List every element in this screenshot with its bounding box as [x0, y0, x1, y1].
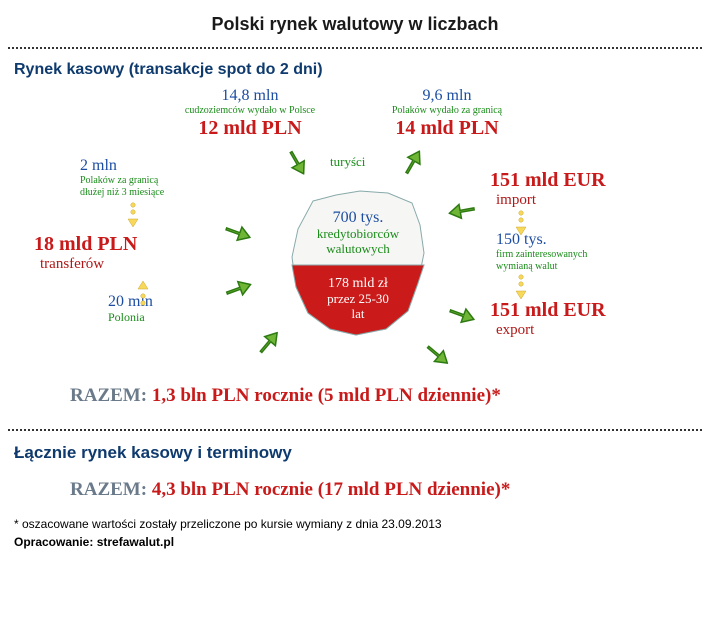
- arrow-out-r2: [445, 299, 479, 329]
- transfers-block: 18 mld PLN transferów: [34, 233, 200, 273]
- divider-top: [8, 47, 702, 49]
- foreigners-sub: cudzoziemców wydało w Polsce: [160, 105, 340, 117]
- center-debt: 178 mld zł przez 25-30 lat: [302, 276, 414, 322]
- emigrants-stat: 2 mln: [80, 157, 210, 175]
- import-block: 151 mld EUR import: [490, 169, 670, 209]
- emigrants-sub1: Polaków za granicą: [80, 175, 210, 187]
- polonia-sub: Polonia: [108, 311, 208, 325]
- emigrants-block: 2 mln Polaków za granicą dłużej niż 3 mi…: [80, 157, 210, 198]
- polonia-stat: 20 mln: [108, 293, 208, 311]
- spot-diagram: 700 tys. kredytobiorców walutowych 178 m…: [0, 81, 710, 417]
- arrow-in-l2: [221, 273, 255, 303]
- import-amt: 151 mld EUR: [490, 169, 670, 192]
- foreigners-amt: 12 mld PLN: [160, 117, 340, 140]
- page-title: Polski rynek walutowy w liczbach: [0, 0, 710, 35]
- debt-l2: lat: [302, 307, 414, 322]
- dotarrow-right-1: [516, 209, 528, 239]
- debt-l1: przez 25-30: [302, 292, 414, 307]
- tourists-label: turyści: [330, 155, 365, 170]
- foreigners-stat: 14,8 mln: [160, 87, 340, 105]
- transfers-amt: 18 mld PLN: [34, 233, 200, 256]
- export-block: 151 mld EUR export: [490, 299, 670, 339]
- razem-total-line: RAZEM: 4,3 bln PLN rocznie (17 mld PLN d…: [0, 465, 710, 507]
- dotarrow-right-2: [516, 273, 528, 303]
- razem-total-value: 4,3 bln PLN rocznie (17 mld PLN dziennie…: [152, 479, 511, 500]
- firms-sub1: firm zainteresowanych: [496, 249, 666, 261]
- arrow-out-tr: [395, 144, 428, 179]
- emigrants-sub2: dłużej niż 3 miesiące: [80, 187, 210, 199]
- borrowers-count: 700 tys.: [298, 209, 418, 227]
- center-borrowers: 700 tys. kredytobiorców walutowych: [298, 209, 418, 257]
- section-total-header: Łącznie rynek kasowy i terminowy: [0, 439, 710, 465]
- arrow-in-r1: [446, 197, 477, 224]
- foreigners-block: 14,8 mln cudzoziemców wydało w Polsce 12…: [160, 87, 340, 140]
- poles-abroad-stat: 9,6 mln: [362, 87, 532, 105]
- razem-spot-value: 1,3 bln PLN rocznie (5 mld PLN dziennie)…: [152, 385, 501, 406]
- poles-abroad-sub: Polaków wydało za granicą: [362, 105, 532, 117]
- arrow-in-l1: [221, 217, 255, 247]
- import-sub: import: [490, 192, 670, 209]
- poles-abroad-block: 9,6 mln Polaków wydało za granicą 14 mld…: [362, 87, 532, 140]
- dotarrow-left-2: [136, 277, 148, 307]
- borrowers-l2: walutowych: [298, 242, 418, 257]
- debt-amt: 178 mld zł: [302, 276, 414, 292]
- transfers-sub: transferów: [34, 256, 200, 273]
- footnote: * oszacowane wartości zostały przeliczon…: [0, 507, 710, 533]
- section-spot-header: Rynek kasowy (transakcje spot do 2 dni): [0, 57, 710, 81]
- export-sub: export: [490, 322, 670, 339]
- razem-spot-line: RAZEM: 1,3 bln PLN rocznie (5 mld PLN dz…: [0, 379, 501, 413]
- firms-sub2: wymianą walut: [496, 261, 666, 273]
- borrowers-l1: kredytobiorców: [298, 227, 418, 242]
- polonia-block: 20 mln Polonia: [108, 293, 208, 325]
- divider-mid: [8, 429, 702, 431]
- dotarrow-left-1: [128, 201, 140, 231]
- razem-label-2: RAZEM:: [70, 479, 147, 500]
- arrow-in-tl: [281, 144, 314, 179]
- poles-abroad-amt: 14 mld PLN: [362, 117, 532, 140]
- razem-label-1: RAZEM:: [70, 385, 147, 406]
- source: Opracowanie: strefawalut.pl: [0, 533, 710, 551]
